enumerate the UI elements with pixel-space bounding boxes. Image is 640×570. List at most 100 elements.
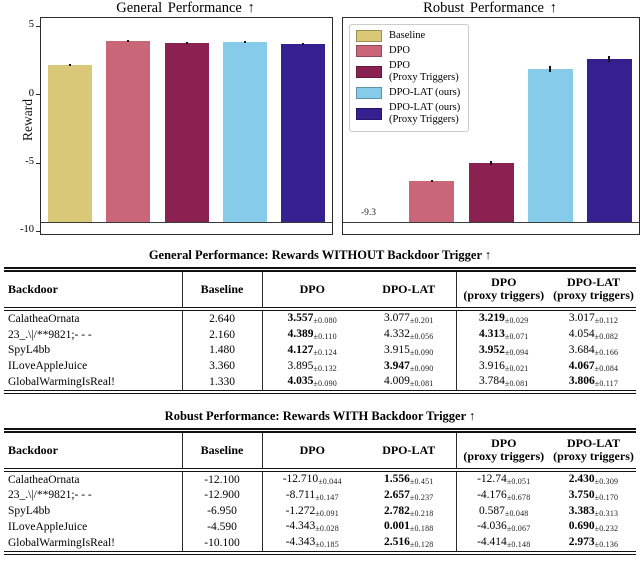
legend-label: DPO bbox=[389, 45, 411, 57]
reward-value: 3.915±0.090 bbox=[362, 342, 457, 359]
reward-value: 4.054±0.082 bbox=[568, 328, 619, 342]
error-bar-dpo-lat-ours-proxy-triggers bbox=[301, 43, 304, 46]
reward-value: 3.947±0.090 bbox=[362, 358, 457, 374]
column-header-dpo-proxy-triggers: DPO (proxy triggers) bbox=[463, 275, 545, 303]
reward-value: -4.414±0.148 bbox=[477, 536, 531, 550]
column-header-dpo-lat: DPO-LAT bbox=[362, 269, 457, 309]
table-general-performance: Backdoor Baseline DPO DPO-LAT DPO (proxy trig… bbox=[4, 267, 636, 394]
legend-swatch bbox=[356, 107, 382, 120]
y-tick-mark bbox=[35, 162, 40, 164]
legend-entry-baseline: Baseline bbox=[356, 30, 460, 42]
backdoor-name: GlobalWarmingIsReal! bbox=[4, 374, 183, 392]
baseline-value: -4.590 bbox=[182, 519, 263, 535]
reward-value: 2.516±0.128 bbox=[362, 534, 457, 553]
reward-value: 3.077±0.201 bbox=[362, 308, 457, 327]
column-header-baseline: Baseline bbox=[182, 269, 263, 309]
reward-value: -1.272±0.091 bbox=[285, 504, 339, 518]
reward-value: 2.782±0.218 bbox=[362, 503, 457, 519]
backdoor-name: SpyL4bb bbox=[4, 342, 183, 359]
chart-title-robust: Robust Performance ↑ bbox=[423, 0, 557, 16]
plot-area-general bbox=[40, 17, 333, 235]
reward-value: 3.784±0.081 bbox=[479, 375, 529, 389]
baseline-value: 2.160 bbox=[182, 326, 263, 343]
reward-value: -4.176±0.678 bbox=[477, 488, 531, 502]
reward-value: -4.036±0.067 bbox=[477, 520, 531, 534]
reward-value: 3.916±0.021 bbox=[479, 359, 529, 373]
legend-entry-dpo-lat-ours: DPO-LAT (ours) bbox=[356, 86, 461, 99]
backdoor-name: CalatheaOrnata bbox=[4, 308, 183, 327]
bar-dpo-lat-ours-proxy-triggers bbox=[586, 58, 632, 223]
reward-value: 3.750±0.170 bbox=[568, 488, 619, 502]
backdoor-name: GlobalWarmingIsReal! bbox=[4, 534, 183, 553]
bar-dpo bbox=[106, 40, 151, 223]
column-header-backdoor: Backdoor bbox=[4, 269, 183, 309]
table-row: CalatheaOrnata -12.100 -12.710±0.044 1.556±… bbox=[4, 469, 636, 488]
reward-value: -12.74±0.051 bbox=[477, 473, 531, 487]
baseline-value: 2.640 bbox=[182, 308, 263, 327]
reward-value: 1.556±0.451 bbox=[362, 469, 457, 488]
legend-label: DPO-LAT (ours) (Proxy Triggers) bbox=[389, 101, 461, 125]
plot-area-robust: Baseline DPO DPO (Proxy Triggers) DPO-LAT (o… bbox=[342, 17, 640, 235]
reward-value: 0.587±0.048 bbox=[479, 504, 529, 518]
reward-value: 3.557±0.080 bbox=[287, 312, 337, 326]
bar-baseline-line bbox=[41, 222, 332, 224]
table-row: GlobalWarmingIsReal! -10.100 -4.343±0.185 2… bbox=[4, 534, 636, 553]
y-tick-mark bbox=[35, 230, 40, 233]
column-header-dpo: DPO bbox=[299, 442, 325, 457]
backdoor-name: ILoveAppleJuice bbox=[4, 358, 183, 374]
table-row: GlobalWarmingIsReal! 1.330 4.035±0.090 4.00… bbox=[4, 374, 636, 392]
reward-value: 3.952±0.094 bbox=[479, 343, 529, 357]
column-header-dpo-proxy-triggers: DPO (proxy triggers) bbox=[463, 435, 545, 464]
reward-value: 3.806±0.117 bbox=[568, 375, 619, 389]
bar-baseline bbox=[48, 65, 93, 223]
legend-swatch bbox=[356, 86, 382, 99]
reward-value: 3.383±0.313 bbox=[568, 504, 619, 518]
y-tick-label: -5 bbox=[25, 156, 34, 168]
header-row: Backdoor Baseline DPO DPO-LAT DPO (proxy trig… bbox=[4, 430, 636, 470]
baseline-value: -12.100 bbox=[182, 469, 263, 488]
error-bar-baseline bbox=[69, 64, 72, 67]
bar-dpo-proxy-triggers bbox=[468, 163, 514, 223]
column-header-dpo-lat: DPO-LAT bbox=[362, 430, 457, 470]
baseline-value: 3.360 bbox=[182, 358, 263, 374]
table-caption-robust: Robust Performance: Rewards WITH Backdoo… bbox=[164, 408, 476, 423]
error-bar-dpo-lat-ours-proxy-triggers bbox=[608, 55, 611, 62]
backdoor-name: ILoveAppleJuice bbox=[4, 519, 183, 535]
reward-value: 0.001±0.188 bbox=[362, 519, 457, 535]
reward-value: -8.711±0.147 bbox=[285, 488, 339, 502]
legend-label: Baseline bbox=[389, 30, 426, 42]
reward-value: 3.684±0.166 bbox=[568, 343, 619, 357]
error-bar-dpo bbox=[127, 39, 130, 42]
reward-value: 3.895±0.132 bbox=[287, 359, 337, 373]
table-caption-general: General Performance: Rewards WITHOUT Bac… bbox=[148, 248, 492, 262]
legend-label: DPO-LAT (ours) bbox=[389, 86, 461, 98]
column-header-baseline: Baseline bbox=[182, 430, 263, 470]
chart-general-performance: General Performance ↑ Reward 5 0 -5 -10 bbox=[0, 0, 334, 242]
y-tick-label: 5 bbox=[28, 19, 34, 31]
error-bar-dpo-lat-ours bbox=[243, 41, 246, 44]
baseline-value: -10.100 bbox=[182, 534, 263, 553]
y-tick-label: -10 bbox=[20, 224, 34, 236]
column-header-dpo-lat-proxy-triggers: DPO-LAT (proxy triggers) bbox=[553, 275, 634, 303]
legend-swatch bbox=[356, 30, 382, 42]
chart-robust-performance: Robust Performance ↑ Baseline DPO DPO (Prox… bbox=[334, 0, 640, 242]
reward-value: -4.343±0.028 bbox=[285, 520, 339, 534]
error-bar-dpo-proxy-triggers bbox=[490, 161, 492, 165]
error-bar-dpo-proxy-triggers bbox=[185, 41, 188, 44]
y-tick-mark bbox=[35, 94, 40, 96]
reward-value: 4.332±0.056 bbox=[362, 326, 457, 343]
table-row: ILoveAppleJuice -4.590 -4.343±0.028 0.001±0… bbox=[4, 519, 636, 535]
bar-dpo-lat-ours bbox=[527, 69, 573, 223]
y-tick-mark bbox=[35, 25, 40, 28]
column-header-backdoor: Backdoor bbox=[4, 430, 183, 470]
table-robust-performance: Backdoor Baseline DPO DPO-LAT DPO (proxy trig… bbox=[4, 427, 636, 555]
legend-swatch bbox=[356, 65, 382, 78]
backdoor-name: SpyL4bb bbox=[4, 503, 183, 519]
reward-value: 3.017±0.112 bbox=[568, 312, 619, 326]
legend-entry-dpo: DPO bbox=[356, 45, 460, 57]
reward-value: -4.343±0.185 bbox=[285, 536, 339, 550]
legend-entry-dpo-proxy-triggers: DPO (Proxy Triggers) bbox=[356, 60, 460, 84]
backdoor-name: 23_.\|/**9821;- - - bbox=[4, 326, 183, 343]
table-row: ILoveAppleJuice 3.360 3.895±0.132 3.947±0.0… bbox=[4, 358, 636, 374]
